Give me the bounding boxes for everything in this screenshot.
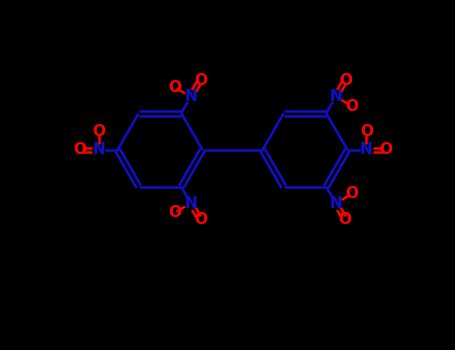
Text: O: O [339,212,352,227]
Text: O: O [194,212,207,227]
Text: N: N [184,196,197,211]
Text: N: N [329,89,342,104]
Text: O: O [346,99,359,114]
Text: O: O [194,73,207,88]
Text: O: O [168,80,181,95]
Text: O: O [168,205,181,220]
Text: O: O [346,186,359,201]
Text: N: N [184,89,197,104]
Text: N: N [92,142,105,158]
Text: O: O [339,73,352,88]
Text: O: O [379,142,392,158]
Text: N: N [360,142,373,158]
Text: O: O [360,124,373,139]
Text: O: O [92,124,105,139]
Text: N: N [329,196,342,211]
Text: O: O [73,142,86,158]
